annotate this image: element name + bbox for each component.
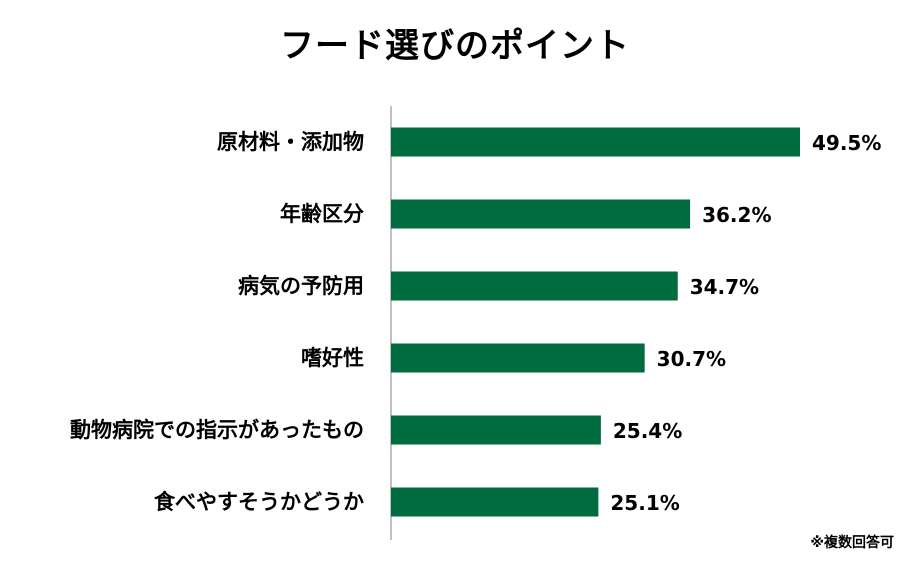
bar <box>391 487 599 517</box>
bar <box>391 415 601 445</box>
category-label: 病気の予防用 <box>238 274 364 298</box>
category-label: 年齢区分 <box>280 202 364 226</box>
category-label: 食べやすそうかどうか <box>154 490 364 514</box>
chart-title: フード選びのポイント <box>280 26 630 66</box>
footnote: ※複数回答可 <box>810 535 894 551</box>
category-label: 原材料・添加物 <box>217 130 364 154</box>
data-label: 25.4% <box>613 419 682 443</box>
data-label: 25.1% <box>610 491 679 515</box>
data-label: 30.7% <box>657 347 726 371</box>
bar <box>391 127 800 157</box>
category-label: 動物病院での指示があったもの <box>70 418 364 442</box>
data-label: 34.7% <box>690 275 759 299</box>
data-label: 36.2% <box>702 203 771 227</box>
bar <box>391 271 678 301</box>
bar <box>391 343 645 373</box>
category-label: 嗜好性 <box>301 346 364 370</box>
bar <box>391 199 691 229</box>
data-label: 49.5% <box>812 131 881 155</box>
